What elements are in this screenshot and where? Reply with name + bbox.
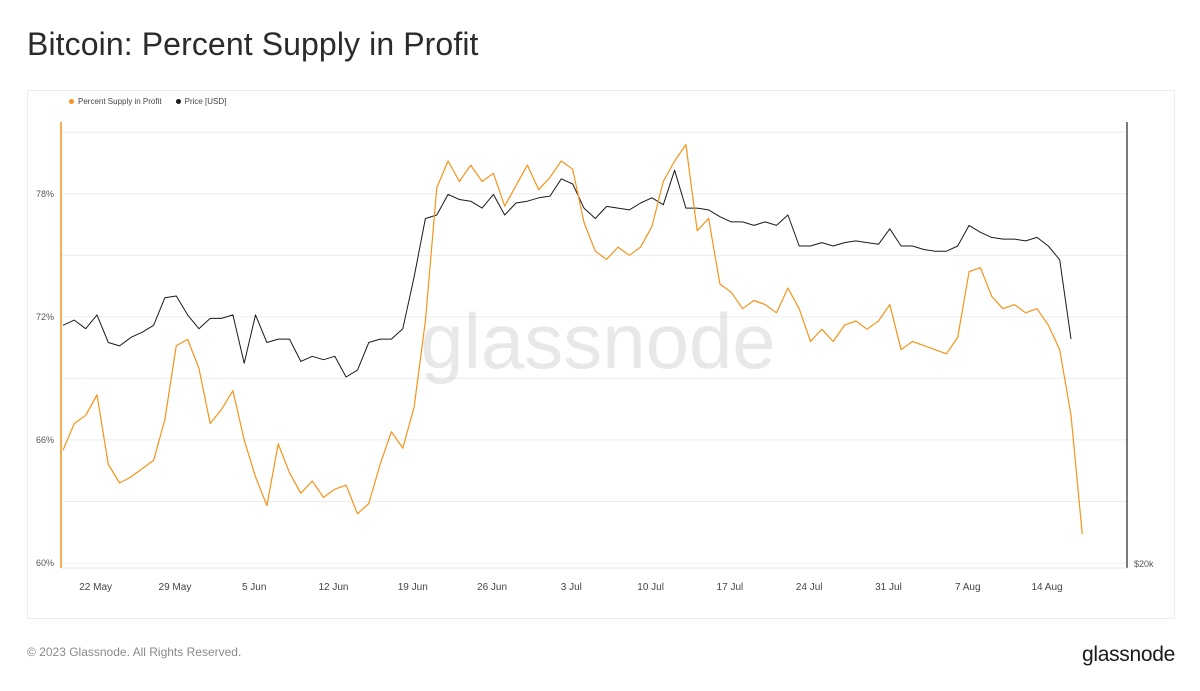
chart-frame (27, 90, 1175, 619)
x-tick-label: 3 Jul (561, 582, 582, 593)
x-tick-label: 29 May (159, 582, 192, 593)
legend-label-price: Price [USD] (184, 97, 227, 106)
x-tick-label: 26 Jun (477, 582, 507, 593)
x-tick-label: 22 May (79, 582, 112, 593)
x-tick-label: 24 Jul (796, 582, 823, 593)
x-tick-label: 31 Jul (875, 582, 902, 593)
legend-item-supply[interactable]: Percent Supply in Profit (69, 97, 162, 106)
series-line-price (62, 169, 1072, 378)
x-tick-label: 5 Jun (242, 582, 266, 593)
chart-grid (61, 131, 1127, 564)
y-tick-label: 72% (36, 312, 54, 322)
x-tick-label: 7 Aug (955, 582, 981, 593)
y-right-tick-label: $20k (1134, 559, 1154, 569)
glassnode-logo[interactable]: glassnode (1081, 643, 1175, 666)
watermark: glassnode (420, 297, 776, 385)
x-tick-label: 12 Jun (318, 582, 348, 593)
legend-item-price[interactable]: Price [USD] (175, 97, 227, 106)
x-tick-label: 14 Aug (1031, 582, 1062, 593)
page-title: Bitcoin: Percent Supply in Profit (27, 26, 479, 62)
legend-dot-supply (69, 99, 74, 104)
price-layer (62, 169, 1072, 378)
y-tick-label: 60% (36, 558, 54, 568)
series-line-supply (62, 144, 1083, 535)
legend-dot-price (175, 99, 181, 104)
y-tick-label: 66% (36, 435, 54, 445)
footer-copyright: © 2023 Glassnode. All Rights Reserved. (27, 645, 242, 659)
legend-label-supply: Percent Supply in Profit (78, 97, 162, 106)
y-axis-ticks: 60% 66% 72% 78% $20k (36, 189, 1154, 569)
x-tick-label: 19 Jun (398, 582, 428, 593)
x-axis-ticks: 22 May 29 May 5 Jun 12 Jun 19 Jun 26 Jun 3 Jul… (79, 582, 1062, 593)
supply-layer (62, 144, 1083, 535)
x-tick-label: 17 Jul (717, 582, 744, 593)
chart-legend: Percent Supply in Profit Price [USD] (69, 97, 226, 106)
y-tick-label: 78% (36, 189, 54, 199)
x-tick-label: 10 Jul (637, 582, 664, 593)
chart-axes (60, 122, 1128, 569)
